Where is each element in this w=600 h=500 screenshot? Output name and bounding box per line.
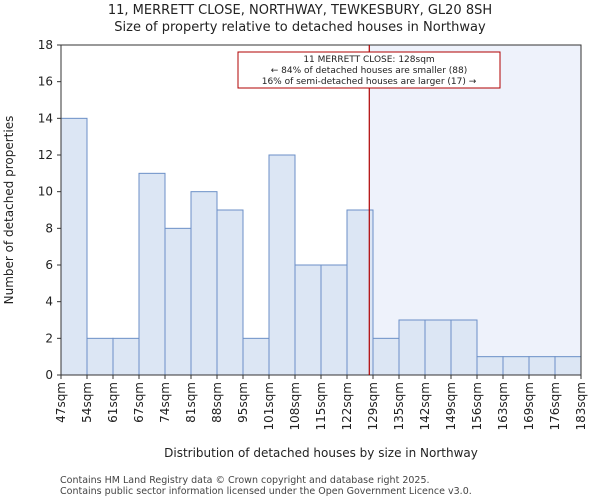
y-tick-label: 8 (45, 221, 53, 235)
chart-title: 11, MERRETT CLOSE, NORTHWAY, TEWKESBURY,… (108, 3, 492, 18)
x-tick-label: 149sqm (444, 382, 458, 430)
bar-135sqm (398, 319, 426, 376)
y-tick-label: 12 (38, 148, 53, 162)
bar-101sqm (268, 154, 296, 376)
y-tick-label: 2 (45, 331, 53, 345)
x-tick-label: 183sqm (574, 382, 588, 430)
y-axis: 0 2 4 6 8 10 12 14 16 18 (38, 38, 61, 382)
bar-95sqm (242, 337, 270, 376)
x-tick-label: 142sqm (418, 382, 432, 430)
x-tick-label: 115sqm (314, 382, 328, 430)
bar-142sqm (424, 319, 452, 376)
x-tick-label: 95sqm (236, 382, 250, 423)
bar-156sqm (476, 356, 504, 376)
bar-122sqm (346, 209, 374, 376)
x-tick-label: 135sqm (392, 382, 406, 430)
x-tick-label: 122sqm (340, 382, 354, 430)
x-axis: 47sqm 54sqm 61sqm 67sqm 74sqm 81sqm 88sqm 95sqm… (54, 375, 588, 430)
y-tick-label: 10 (38, 185, 53, 199)
x-tick-label: 101sqm (262, 382, 276, 430)
bar-54sqm (86, 337, 114, 376)
annotation-line-3: 16% of semi-detached houses are larger (… (262, 77, 477, 87)
bar-81sqm (190, 191, 218, 376)
footer-line-1: Contains HM Land Registry data © Crown c… (60, 475, 430, 486)
y-tick-label: 18 (38, 38, 53, 52)
chart-subtitle: Size of property relative to detached ho… (114, 20, 486, 35)
bar-115sqm (320, 264, 348, 376)
y-axis-label: Number of detached properties (2, 116, 16, 305)
marker-annotation: 11 MERRETT CLOSE: 128sqm ← 84% of detach… (237, 51, 501, 89)
x-tick-label: 54sqm (80, 382, 94, 423)
annotation-box (237, 51, 501, 89)
bar-129sqm (372, 337, 400, 376)
y-tick-label: 14 (38, 111, 53, 125)
x-tick-label: 169sqm (522, 382, 536, 430)
x-tick-label: 176sqm (548, 382, 562, 430)
bar-67sqm (138, 172, 166, 376)
plot-frame (60, 44, 582, 376)
x-tick-label: 163sqm (496, 382, 510, 430)
x-tick-label: 61sqm (106, 382, 120, 423)
x-tick-label: 108sqm (288, 382, 302, 430)
bar-47sqm (60, 117, 88, 376)
bars-group (60, 117, 582, 376)
y-tick-label: 4 (45, 295, 53, 309)
y-tick-label: 16 (38, 75, 53, 89)
footer-line-2: Contains public sector information licen… (60, 486, 472, 497)
annotation-line-1: 11 MERRETT CLOSE: 128sqm (303, 55, 434, 65)
bar-176sqm (554, 356, 582, 376)
x-tick-label: 156sqm (470, 382, 484, 430)
bar-61sqm (112, 337, 140, 376)
annotation-line-2: ← 84% of detached houses are smaller (88… (271, 66, 468, 76)
x-tick-label: 88sqm (210, 382, 224, 423)
bar-163sqm (502, 356, 530, 376)
x-tick-label: 81sqm (184, 382, 198, 423)
x-tick-label: 47sqm (54, 382, 68, 423)
bar-74sqm (164, 227, 192, 376)
bar-108sqm (294, 264, 322, 376)
bar-169sqm (528, 356, 556, 376)
y-tick-label: 0 (45, 368, 53, 382)
x-tick-label: 67sqm (132, 382, 146, 423)
bar-149sqm (450, 319, 478, 376)
bar-88sqm (216, 209, 244, 376)
x-tick-label: 129sqm (366, 382, 380, 430)
x-tick-label: 74sqm (158, 382, 172, 423)
y-tick-label: 6 (45, 258, 53, 272)
x-axis-label: Distribution of detached houses by size … (164, 446, 478, 460)
